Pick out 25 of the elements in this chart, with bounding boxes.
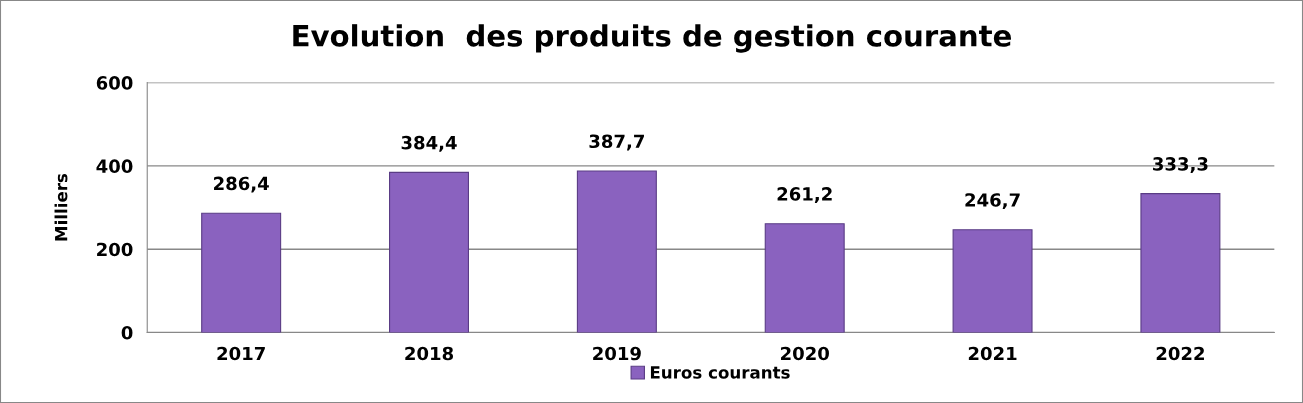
y-tick-label: 200: [97, 242, 133, 257]
bar: [952, 229, 1033, 333]
y-tick-label: 400: [96, 159, 133, 174]
chart-title: Evolution des produits de gestion courante: [293, 24, 1011, 53]
bar: [764, 223, 845, 333]
y-axis-title: Milliers: [54, 173, 68, 241]
x-tick-label: 2022: [1156, 346, 1204, 361]
x-tick-label: 2018: [405, 346, 454, 361]
bar: [201, 212, 282, 333]
x-tick-label: 2020: [781, 346, 829, 361]
data-label: 286,4: [214, 176, 269, 193]
x-tick-label: 2021: [968, 346, 1017, 361]
bar: [576, 170, 657, 333]
data-label: 387,7: [589, 134, 644, 151]
bar: [389, 171, 470, 333]
data-label: 261,2: [777, 187, 832, 204]
y-tick-label: 600: [96, 76, 133, 90]
data-label: 246,7: [965, 193, 1020, 210]
data-label: 384,4: [401, 135, 457, 152]
data-label: 333,3: [1153, 157, 1208, 174]
x-tick-label: 2019: [593, 346, 641, 361]
y-tick-label: 0: [121, 325, 133, 340]
x-tick-label: 2017: [217, 346, 265, 361]
bar: [1140, 193, 1221, 333]
legend-label: Euros courants: [650, 366, 790, 379]
